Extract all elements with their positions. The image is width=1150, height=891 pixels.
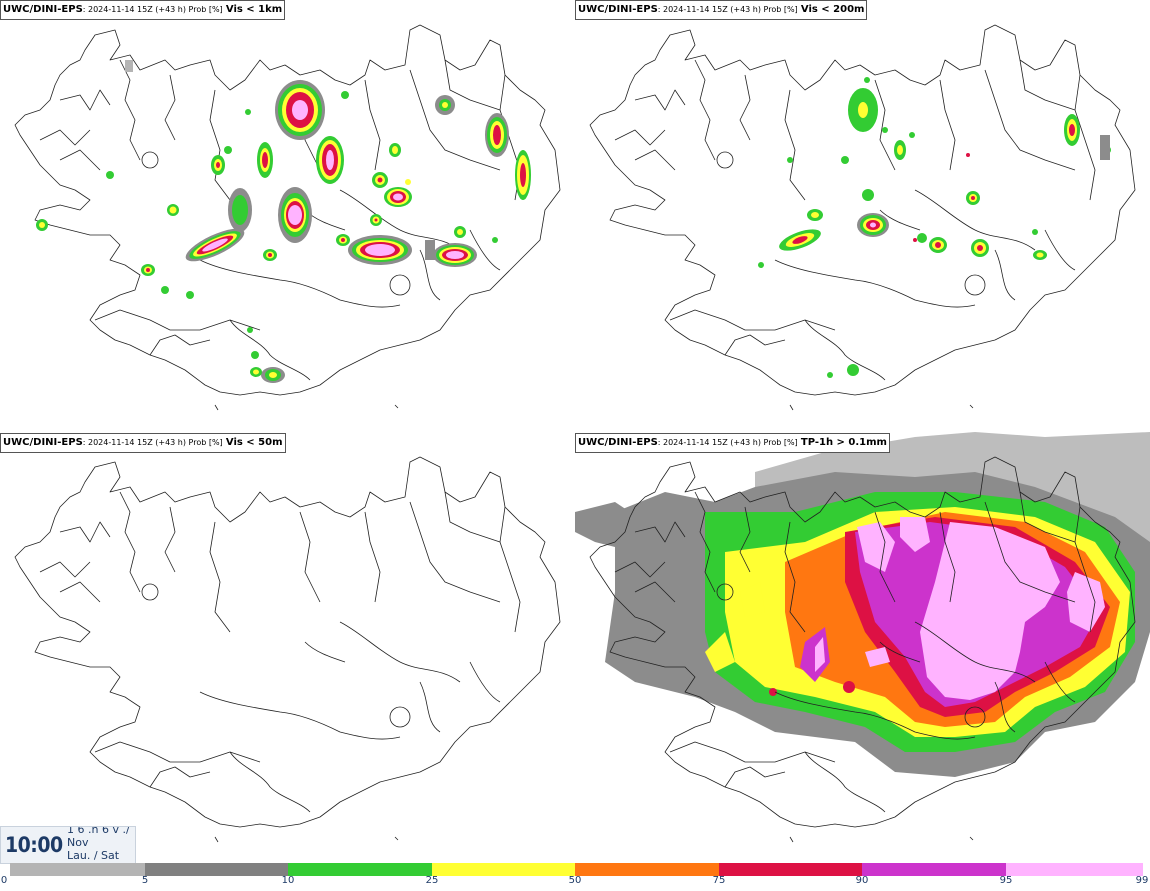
model-name: UWC/DINI-EPS	[578, 437, 658, 448]
precip-probability-overlay	[575, 432, 1150, 777]
iceland-map	[14, 24, 561, 411]
map-panel-vis-200m: UWC/DINI-EPS: 2024-11-14 15Z (+43 h) Pro…	[575, 0, 1150, 432]
legend-tick-label: 90	[855, 875, 869, 886]
model-name: UWC/DINI-EPS	[578, 4, 658, 15]
valid-time: 10:00	[5, 833, 63, 857]
variable-name: Vis < 200m	[800, 4, 865, 15]
run-info: : 2024-11-14 15Z (+43 h) Prob [%]	[82, 438, 223, 447]
panel-title: UWC/DINI-EPS: 2024-11-14 15Z (+43 h) Pro…	[0, 433, 286, 453]
run-info: : 2024-11-14 15Z (+43 h) Prob [%]	[82, 5, 223, 14]
panel-title: UWC/DINI-EPS: 2024-11-14 15Z (+43 h) Pro…	[575, 433, 890, 453]
legend-tick-label: 95	[999, 875, 1013, 886]
iceland-map	[14, 456, 561, 843]
legend-tick-label: 50	[568, 875, 582, 886]
date-line-2: Nov	[67, 836, 89, 849]
legend-color-segment	[10, 863, 145, 876]
probability-legend: 0 5 10 25 50 75 90 95 99	[0, 862, 1150, 891]
map-panel-vis-50m: UWC/DINI-EPS: 2024-11-14 15Z (+43 h) Pro…	[0, 432, 575, 864]
fog-probability-overlay	[758, 77, 1111, 378]
date-line-3: Lau. / Sat	[67, 849, 120, 862]
legend-color-segment	[575, 863, 719, 876]
legend-tick-label: 0	[0, 875, 8, 886]
legend-color-segment	[432, 863, 575, 876]
legend-tick-label: 5	[141, 875, 149, 886]
variable-name: Vis < 1km	[225, 4, 283, 15]
legend-color-segment	[862, 863, 1006, 876]
model-name: UWC/DINI-EPS	[3, 4, 83, 15]
iceland-map	[575, 432, 1150, 843]
fog-probability-overlay	[36, 60, 531, 383]
valid-time-box: 10:00 1 6 .n 6 v ./ Nov Lau. / Sat	[0, 826, 136, 864]
map-panel-precip: UWC/DINI-EPS: 2024-11-14 15Z (+43 h) Pro…	[575, 432, 1150, 864]
legend-tick-label: 10	[281, 875, 295, 886]
run-info: : 2024-11-14 15Z (+43 h) Prob [%]	[657, 5, 798, 14]
legend-color-segment	[288, 863, 432, 876]
panel-title: UWC/DINI-EPS: 2024-11-14 15Z (+43 h) Pro…	[575, 0, 868, 20]
map-panel-vis-1km: UWC/DINI-EPS: 2024-11-14 15Z (+43 h) Pro…	[0, 0, 575, 432]
valid-date: 1 6 .n 6 v ./ Nov Lau. / Sat	[67, 826, 130, 862]
iceland-map	[589, 24, 1136, 411]
variable-name: TP-1h > 0.1mm	[800, 437, 887, 448]
date-line-1: 1 6 .n 6 v ./	[67, 826, 130, 836]
legend-tick-label: 75	[712, 875, 726, 886]
legend-color-segment	[145, 863, 288, 876]
legend-color-segment	[1006, 863, 1143, 876]
legend-color-segment	[719, 863, 862, 876]
panel-title: UWC/DINI-EPS: 2024-11-14 15Z (+43 h) Pro…	[0, 0, 286, 20]
model-name: UWC/DINI-EPS	[3, 437, 83, 448]
variable-name: Vis < 50m	[225, 437, 283, 448]
legend-tick-label: 25	[425, 875, 439, 886]
run-info: : 2024-11-14 15Z (+43 h) Prob [%]	[657, 438, 798, 447]
legend-tick-label: 99	[1135, 875, 1149, 886]
